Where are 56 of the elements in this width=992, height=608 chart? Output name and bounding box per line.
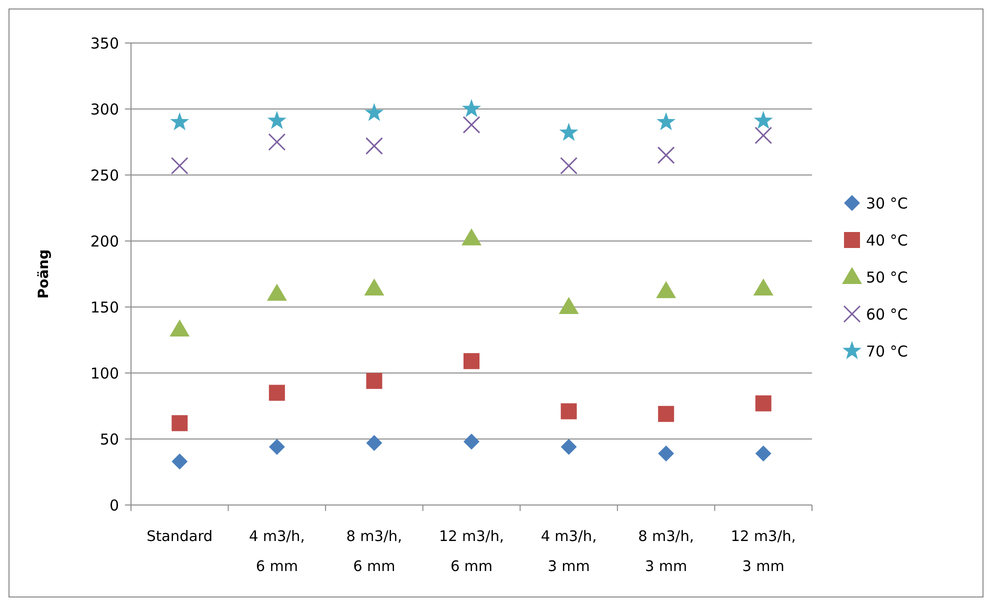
point [170, 319, 190, 336]
y-axis-title: Poäng [36, 249, 52, 299]
legend-label: 40 °C [866, 231, 908, 250]
point [753, 278, 774, 296]
point [366, 372, 382, 389]
legend-label: 30 °C [866, 194, 908, 212]
point [170, 157, 188, 175]
x-tick-label: 12 m3/h, 6 mm [438, 529, 504, 575]
point [268, 384, 285, 401]
point [366, 434, 382, 451]
point [267, 110, 286, 129]
legend-label: 50 °C [866, 268, 908, 286]
point [364, 102, 384, 122]
point [560, 157, 578, 175]
x-tick-label: 4 m3/h, 3 mm [540, 529, 597, 575]
y-tick-label: 50 [100, 430, 119, 448]
point [464, 353, 480, 370]
point [755, 446, 772, 462]
point [754, 126, 772, 144]
y-tick-label: 250 [90, 166, 119, 184]
point [365, 137, 383, 155]
point [560, 438, 577, 455]
x-tick-label: 8 m3/h, 6 mm [346, 529, 402, 575]
point [268, 133, 286, 151]
point [560, 403, 577, 420]
point [755, 395, 772, 412]
point [657, 146, 675, 164]
point [268, 438, 285, 455]
point [464, 434, 480, 450]
point [559, 122, 578, 141]
point [170, 112, 190, 130]
point [658, 406, 674, 422]
point [558, 297, 579, 314]
y-tick-label: 300 [90, 100, 119, 118]
point [656, 112, 676, 130]
point [462, 99, 482, 118]
point [658, 446, 674, 462]
y-tick-label: 150 [90, 298, 119, 316]
legend-label: 70 °C [866, 342, 908, 360]
point [462, 228, 482, 246]
y-tick-label: 200 [90, 232, 119, 250]
y-tick-label: 350 [90, 34, 119, 52]
point [462, 116, 480, 134]
x-tick-label: Standard [146, 529, 213, 545]
point [172, 415, 188, 432]
point [754, 110, 773, 129]
point [656, 281, 676, 298]
x-tick-label: 8 m3/h, 3 mm [638, 529, 694, 575]
y-tick-label: 100 [90, 364, 119, 382]
point [364, 278, 384, 296]
legend-label: 60 °C [866, 305, 908, 324]
x-tick-label: 12 m3/h, 3 mm [730, 529, 796, 575]
point [172, 453, 188, 470]
y-tick-label: 0 [109, 496, 119, 514]
x-tick-label: 4 m3/h, 6 mm [248, 529, 305, 575]
point [266, 284, 287, 301]
